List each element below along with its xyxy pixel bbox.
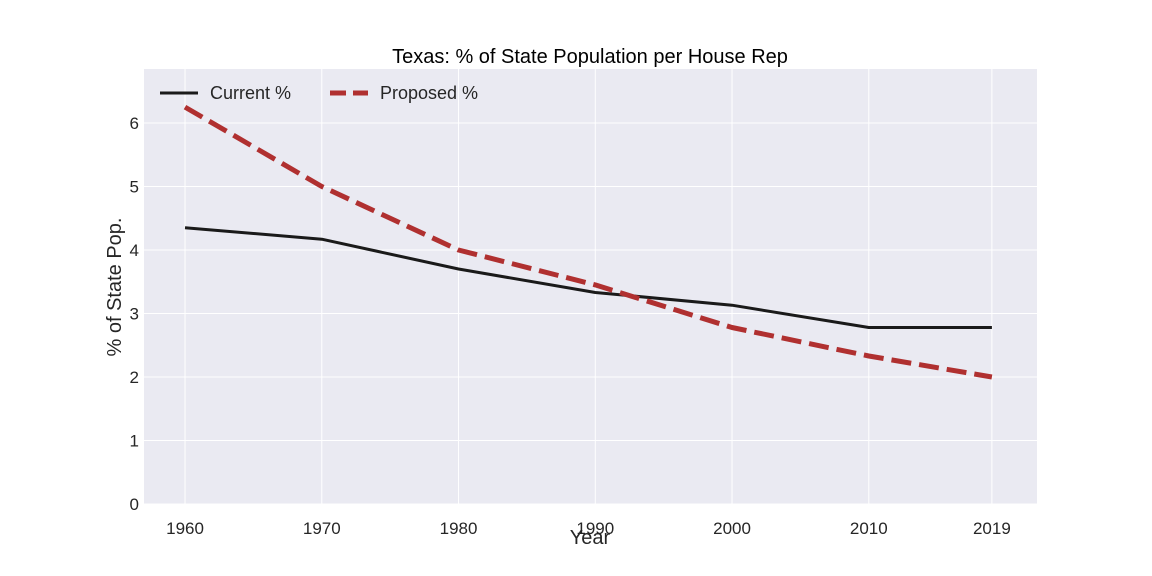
chart-title: Texas: % of State Population per House R… <box>392 46 788 68</box>
x-tick-label: 1970 <box>303 519 341 538</box>
x-tick-label: 1980 <box>440 519 478 538</box>
y-tick-label: 6 <box>130 114 139 133</box>
y-axis-label: % of State Pop. <box>104 218 126 357</box>
legend-label-current: Current % <box>210 83 291 103</box>
y-tick-label: 3 <box>130 304 139 323</box>
legend: Current % Proposed % <box>160 83 478 103</box>
y-tick-label: 5 <box>130 177 139 196</box>
y-tick-label: 0 <box>130 495 139 514</box>
series-layer <box>183 104 993 380</box>
series-line-current <box>184 226 992 329</box>
y-tick-label: 2 <box>130 368 139 387</box>
y-tick-label: 1 <box>130 431 139 450</box>
x-tick-label: 1990 <box>576 519 614 538</box>
legend-label-proposed: Proposed % <box>380 83 478 103</box>
y-axis-ticks: 0 1 2 3 4 5 6 <box>130 114 139 514</box>
x-tick-label: 1960 <box>166 519 204 538</box>
x-axis-label: Year <box>570 527 611 549</box>
grid-lines <box>144 69 1037 505</box>
x-tick-label: 2019 <box>973 519 1011 538</box>
y-tick-label: 4 <box>130 241 139 260</box>
plot-area <box>144 69 1037 504</box>
x-axis-ticks: 1960 1970 1980 1990 2000 2010 2019 <box>166 519 1011 538</box>
x-tick-label: 2000 <box>713 519 751 538</box>
series-line-proposed <box>183 104 993 380</box>
x-tick-label: 2010 <box>850 519 888 538</box>
